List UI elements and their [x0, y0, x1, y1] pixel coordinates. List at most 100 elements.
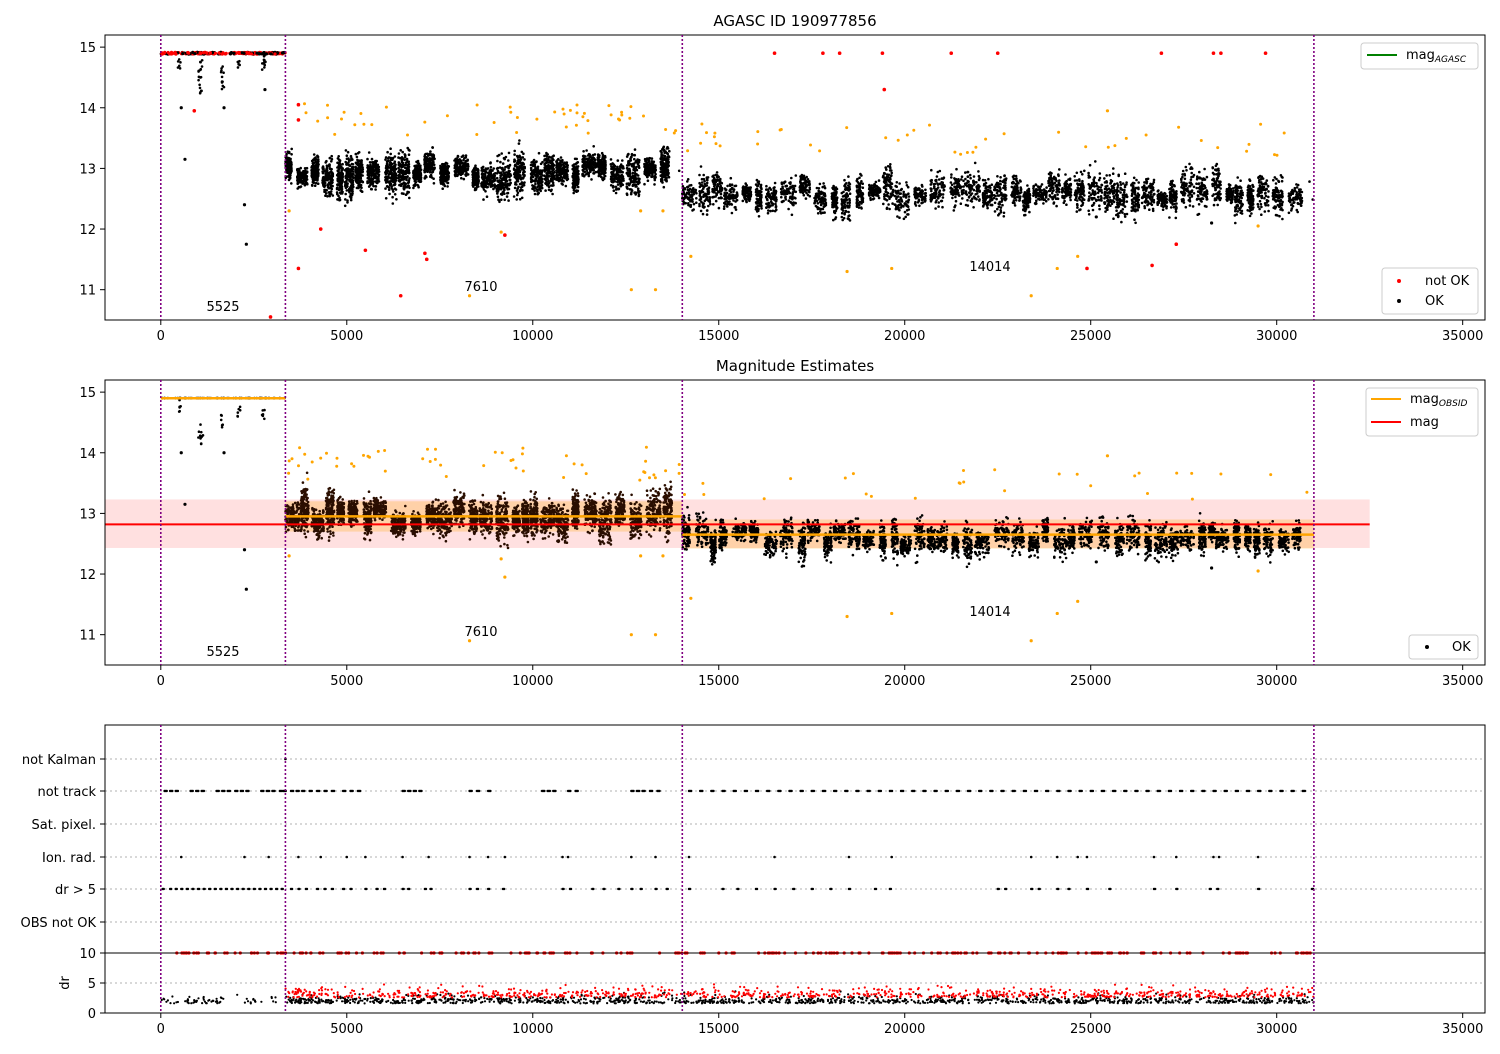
ok-point [633, 191, 636, 194]
ok-point [774, 202, 777, 206]
ok-point [322, 185, 326, 188]
ok-point [604, 156, 607, 159]
ok-point [328, 194, 332, 198]
ok-point [338, 188, 341, 192]
ok-point [519, 158, 523, 161]
ok-point [771, 203, 774, 207]
ok-point [690, 193, 694, 196]
ok-point [441, 162, 444, 166]
ok-point [629, 157, 632, 160]
ok-point [297, 168, 301, 171]
ok-point [700, 181, 704, 184]
ok-point [303, 167, 307, 170]
ok-point [349, 196, 353, 199]
ok-point [495, 172, 499, 175]
ok-point [698, 190, 701, 193]
ok-point [360, 163, 364, 167]
ok-point [330, 160, 333, 163]
ok-point [538, 178, 541, 181]
ok-point [503, 175, 506, 179]
ok-point [733, 184, 736, 188]
ok-point [337, 171, 341, 174]
ok-point [456, 154, 460, 158]
ok-point [417, 167, 421, 170]
ok-point [359, 173, 362, 176]
ok-point [610, 165, 613, 168]
ok-point [304, 176, 307, 179]
ok-point [801, 174, 804, 178]
ok-point [715, 171, 719, 174]
ok-point [351, 158, 354, 161]
ok-point [444, 165, 448, 169]
ok-point [780, 195, 783, 199]
ok-point [794, 197, 797, 200]
ok-point [501, 183, 504, 186]
ok-point [609, 163, 613, 166]
ok-point [659, 167, 663, 171]
ok-point [388, 192, 391, 196]
ok-point [405, 185, 409, 189]
saturated-point [213, 51, 218, 56]
ok-point [748, 195, 752, 199]
ok-point [544, 189, 547, 192]
ok-point [535, 178, 538, 182]
ok-point [288, 177, 292, 180]
dip-point [236, 66, 240, 69]
ok-point [702, 195, 705, 198]
ok-point [784, 184, 788, 188]
saturated-point [205, 51, 209, 55]
ok-point [485, 195, 489, 198]
ok-point [758, 189, 761, 193]
ok-point [387, 188, 391, 192]
saturated-point [269, 52, 273, 56]
ok-point [572, 191, 575, 195]
ok-point [500, 167, 504, 170]
saturated-point [217, 51, 221, 55]
ok-point [723, 205, 726, 208]
ok-point [460, 155, 464, 159]
ok-point [312, 153, 316, 156]
ok-point [531, 184, 534, 187]
ok-point [331, 194, 335, 197]
ok-point [772, 186, 775, 190]
ok-point [587, 165, 590, 169]
ok-point [559, 171, 562, 174]
ok-point [489, 185, 493, 188]
ok-point [806, 178, 810, 181]
ok-point [458, 169, 461, 173]
ok-point [566, 164, 569, 167]
ok-point [759, 184, 763, 188]
ok-point [584, 158, 588, 161]
ok-point [790, 213, 794, 217]
ok-point [716, 184, 720, 188]
ok-point [356, 152, 360, 155]
ok-point [357, 164, 361, 167]
dip-point [176, 60, 180, 63]
ok-point [296, 180, 300, 183]
ok-point [545, 180, 548, 184]
ok-point [637, 190, 641, 193]
ok-point [637, 166, 641, 169]
ok-point [324, 175, 328, 178]
ok-point [715, 192, 718, 195]
ok-point [523, 158, 526, 161]
ok-point [486, 179, 489, 183]
ok-point [712, 179, 715, 183]
ok-point [503, 198, 507, 202]
ok-point [534, 171, 537, 174]
ok-point [550, 172, 553, 176]
ok-point [482, 198, 485, 201]
ok-point [476, 178, 480, 182]
ok-point [341, 172, 345, 175]
ok-point [633, 180, 636, 184]
ok-point [508, 163, 512, 167]
ok-point [603, 162, 606, 166]
ok-point [769, 209, 772, 213]
ok-point [484, 190, 487, 193]
ok-point [691, 209, 694, 212]
ok-point [491, 180, 495, 183]
ok-point [741, 186, 745, 189]
ok-point [407, 180, 411, 184]
ok-point [462, 158, 465, 162]
